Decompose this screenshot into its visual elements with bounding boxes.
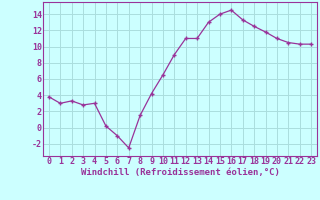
X-axis label: Windchill (Refroidissement éolien,°C): Windchill (Refroidissement éolien,°C) (81, 168, 279, 177)
